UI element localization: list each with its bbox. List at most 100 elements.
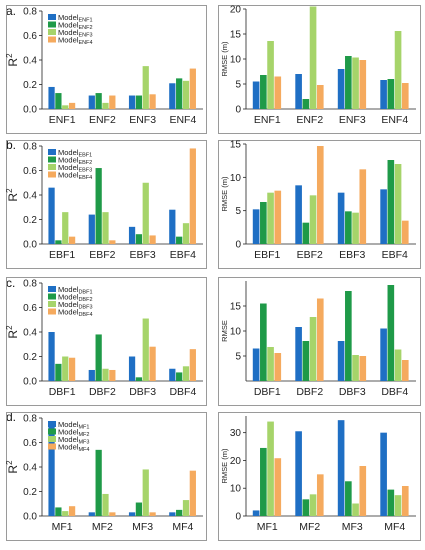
bar-EBF3-series1 [337, 192, 345, 244]
legend-entry-subscript: EBF3 [78, 168, 92, 174]
legend-entry-subscript: EBF1 [78, 153, 92, 159]
bar-ENF1-series4 [274, 76, 282, 109]
bar-MF3-series3 [142, 469, 149, 516]
panel-frame [218, 412, 421, 541]
x-tick-label: EBF1 [254, 249, 280, 261]
y-tick-label: 15 [230, 30, 242, 41]
bar-MF2-series1 [295, 431, 302, 516]
legend-entry: ModelENF1 [58, 13, 93, 24]
bar-EBF2-series3 [309, 195, 317, 244]
bar-EBF2-series1 [295, 185, 302, 244]
bar-EBF1-series4 [274, 190, 282, 244]
bar-EBF2-series4 [109, 240, 116, 244]
bar-MF2-series3 [102, 493, 109, 516]
bar-DBF4-series4 [189, 349, 196, 381]
x-tick-label: ENF3 [339, 114, 366, 126]
bar-ENF1-series1 [48, 86, 55, 109]
bar-MF1-series2 [260, 447, 267, 516]
legend-entry-subscript: ENF3 [78, 33, 92, 39]
bar-DBF1-series4 [274, 353, 282, 381]
bar-DBF4-series1 [380, 328, 387, 381]
bar-DBF2-series2 [302, 341, 310, 381]
legend-entry-subscript: MF2 [78, 432, 89, 438]
y-tick-label: 0.8 [23, 142, 37, 153]
y-tick-label: 0.8 [23, 279, 37, 290]
x-tick-label: MF4 [384, 521, 405, 533]
bar-MF2-series4 [109, 512, 116, 516]
legend-swatch [48, 29, 56, 35]
bar-DBF2-series1 [88, 369, 95, 381]
y-axis-label: R2 [5, 325, 20, 339]
bar-ENF3-series2 [345, 56, 352, 109]
y-tick-label: 0.4 [23, 56, 37, 67]
bar-DBF3-series4 [359, 356, 367, 381]
x-tick-label: DBF1 [49, 386, 76, 398]
bar-MF3-series1 [337, 420, 345, 516]
x-tick-label: ENF3 [129, 114, 156, 126]
bar-ENF3-series3 [352, 57, 359, 109]
legend-entry-subscript: EBF4 [78, 175, 92, 181]
legend-entry-subscript: DBF2 [78, 297, 92, 303]
bar-DBF4-series2 [387, 285, 395, 381]
panel-frame [218, 140, 421, 269]
bar-EBF3-series1 [128, 226, 136, 244]
y-tick-label: 0.4 [23, 328, 37, 339]
bar-MF1-series1 [252, 510, 260, 516]
bar-MF4-series4 [401, 486, 409, 516]
legend-entry-subscript: MF1 [78, 425, 89, 431]
legend-entry-subscript: ENF4 [78, 40, 92, 46]
legend-swatch [48, 171, 56, 178]
bar-ENF3-series2 [135, 95, 143, 109]
bar-MF1-series3 [267, 421, 274, 516]
legend-swatch [48, 164, 56, 170]
y-tick-label: 30 [230, 428, 242, 439]
panel-frame [218, 277, 421, 406]
legend-swatch [48, 149, 56, 155]
legend-entry: ModelDBF3 [58, 300, 93, 311]
x-tick-label: ENF2 [296, 114, 323, 126]
y-tick-label: 0.2 [23, 80, 37, 91]
bar-ENF4-series4 [189, 68, 196, 109]
bar-DBF3-series4 [149, 346, 156, 381]
bar-DBF3-series3 [352, 355, 359, 381]
legend-entry: ModelEBF3 [58, 163, 92, 174]
bar-ENF4-series1 [169, 83, 176, 109]
bar-DBF2-series4 [316, 298, 324, 381]
bar-DBF1-series2 [260, 303, 267, 381]
bar-ENF1-series4 [68, 102, 76, 109]
legend-entry: ModelMF3 [58, 435, 89, 446]
panel-label-a: a. [6, 4, 17, 18]
bar-MF1-series3 [62, 511, 69, 516]
y-axis-label: RMSE (m) [220, 176, 229, 211]
bar-DBF1-series2 [55, 363, 62, 381]
y-axis-label: R2 [5, 188, 20, 202]
bar-EBF2-series1 [88, 214, 95, 244]
legend-entry: ModelEBF1 [58, 148, 92, 159]
bar-ENF4-series3 [182, 80, 190, 109]
bar-MF3-series1 [128, 512, 136, 516]
bar-DBF2-series1 [295, 327, 302, 381]
y-tick-label: 15 [230, 140, 242, 151]
bar-DBF4-series3 [394, 349, 402, 381]
x-tick-label: EBF2 [89, 249, 115, 261]
bar-EBF1-series4 [68, 236, 76, 244]
bar-MF4-series3 [182, 500, 190, 516]
bar-MF2-series1 [88, 512, 95, 516]
panel-label-c: c. [6, 276, 16, 290]
y-tick-label: 20 [230, 456, 242, 467]
legend-swatch [48, 156, 56, 163]
bar-ENF4-series3 [394, 31, 402, 109]
bar-DBF1-series4 [68, 357, 76, 381]
bar-ENF1-series2 [260, 75, 267, 109]
x-tick-label: MF3 [132, 521, 153, 533]
y-tick-label: 10 [230, 55, 242, 66]
legend-entry-subscript: DBF3 [78, 305, 92, 311]
legend-swatch [48, 308, 56, 315]
bar-ENF1-series1 [252, 81, 260, 109]
bar-MF3-series3 [352, 503, 359, 516]
bar-EBF4-series1 [380, 189, 387, 244]
legend-swatch [48, 21, 56, 28]
bar-ENF2-series3 [102, 102, 109, 109]
x-tick-label: ENF4 [169, 114, 196, 126]
